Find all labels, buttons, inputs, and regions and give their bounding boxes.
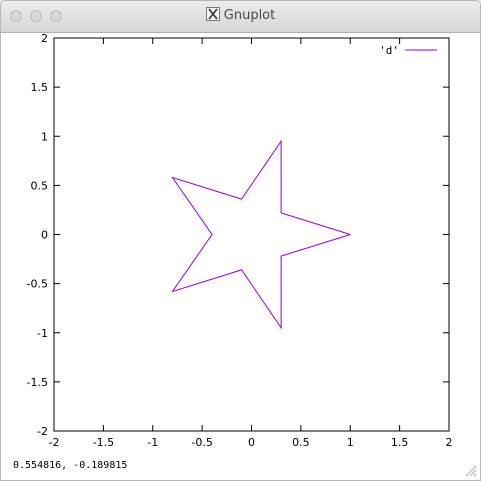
x11-icon — [205, 7, 220, 21]
zoom-button[interactable] — [50, 10, 62, 22]
y-tick-label: 1.5 — [31, 81, 49, 94]
y-tick-label: -1 — [37, 327, 48, 340]
y-tick-label: 1 — [41, 130, 48, 143]
plot-area[interactable]: -2 -1.5 -1 -0.5 0 0.5 1 1.5 2 -2 -1.5 -1 -0.5 0 0.5 1 1… — [1, 32, 480, 460]
x-tick-label: 0.5 — [292, 436, 310, 449]
x-tick-label: 2 — [446, 436, 453, 449]
series-group — [171, 139, 351, 330]
y-tick-label: 0 — [41, 229, 48, 242]
x-tick-label: -1 — [147, 436, 158, 449]
y-tick-label: -0.5 — [27, 278, 48, 291]
x-tick-label: -2 — [49, 436, 60, 449]
y-axis: -2 -1.5 -1 -0.5 0 0.5 1 1.5 2 — [27, 32, 449, 438]
window-title-wrap: Gnuplot — [1, 7, 480, 23]
window-title: Gnuplot — [223, 8, 276, 23]
y-tick-label: -1.5 — [27, 376, 48, 389]
resize-grip-icon[interactable] — [463, 463, 477, 477]
x-axis: -2 -1.5 -1 -0.5 0 0.5 1 1.5 2 — [49, 38, 453, 449]
plot-border — [53, 37, 450, 432]
minimize-button[interactable] — [30, 10, 42, 22]
x-tick-label: 0 — [248, 436, 255, 449]
x-tick-label: 1 — [347, 436, 354, 449]
legend-label: 'd' — [379, 44, 399, 57]
x-tick-label: 1.5 — [391, 436, 409, 449]
title-bar[interactable]: Gnuplot — [1, 1, 480, 33]
series-line — [171, 139, 351, 330]
x-tick-label: -1.5 — [93, 436, 114, 449]
y-tick-label: 2 — [41, 32, 48, 45]
close-button[interactable] — [10, 10, 22, 22]
y-tick-label: 0.5 — [31, 179, 49, 192]
legend: 'd' — [379, 44, 437, 57]
mouse-coordinates: 0.554816, -0.189815 — [13, 460, 128, 471]
x-tick-label: -0.5 — [191, 436, 212, 449]
y-tick-label: -2 — [37, 425, 48, 438]
